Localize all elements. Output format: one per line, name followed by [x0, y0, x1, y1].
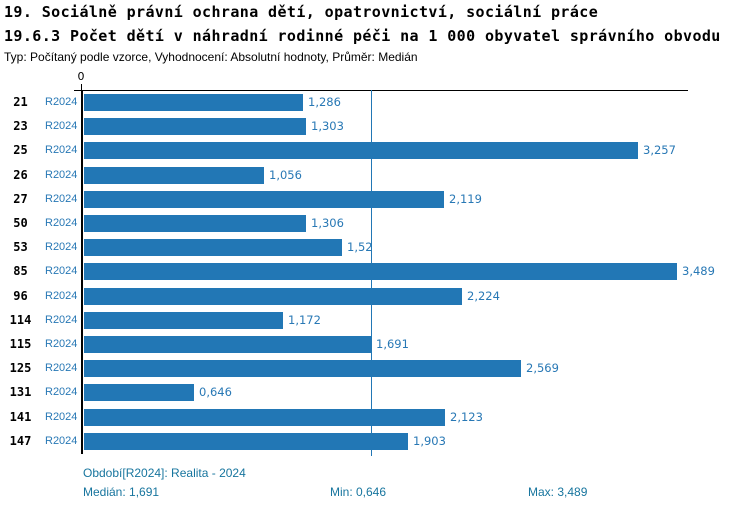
value-bar[interactable] — [84, 215, 306, 232]
period-label: R2024 — [45, 411, 78, 423]
district-number: 141 — [9, 410, 32, 424]
value-label: 1,286 — [308, 95, 341, 109]
value-label: 1,691 — [376, 337, 409, 351]
period-label: R2024 — [45, 120, 78, 132]
period-label: R2024 — [45, 386, 78, 398]
value-label: 2,569 — [526, 361, 559, 375]
value-bar[interactable] — [84, 191, 444, 208]
value-label: 0,646 — [199, 385, 232, 399]
period-label: R2024 — [45, 314, 78, 326]
value-bar[interactable] — [84, 288, 462, 305]
district-number: 50 — [13, 216, 28, 230]
table-row: 27 R2024 2,119 — [0, 187, 750, 211]
value-bar[interactable] — [84, 312, 283, 329]
district-number: 147 — [9, 434, 32, 448]
value-bar[interactable] — [84, 336, 371, 353]
period-label: R2024 — [45, 241, 78, 253]
value-label: 1,303 — [311, 119, 344, 133]
district-number: 96 — [13, 289, 28, 303]
period-label: R2024 — [45, 338, 78, 350]
value-bar[interactable] — [84, 384, 194, 401]
value-bar[interactable] — [84, 118, 306, 135]
footer-min-stat: Min: 0,646 — [330, 485, 387, 499]
footer-period-label: Období[R2024]: Realita - 2024 — [83, 466, 246, 480]
table-row: 147 R2024 1,903 — [0, 429, 750, 453]
indicator-title: 19.6.3 Počet dětí v náhradní rodinné péč… — [4, 27, 721, 45]
period-label: R2024 — [45, 96, 78, 108]
table-row: 21 R2024 1,286 — [0, 90, 750, 114]
value-bar[interactable] — [84, 360, 521, 377]
table-row: 114 R2024 1,172 — [0, 308, 750, 332]
value-label: 1,903 — [413, 434, 446, 448]
period-label: R2024 — [45, 144, 78, 156]
district-number: 131 — [9, 385, 32, 399]
value-label: 1,056 — [269, 168, 302, 182]
district-number: 85 — [13, 264, 28, 278]
table-row: 141 R2024 2,123 — [0, 405, 750, 429]
value-label: 2,123 — [450, 410, 483, 424]
value-bar[interactable] — [84, 239, 342, 256]
value-bar[interactable] — [84, 142, 638, 159]
value-label: 3,257 — [643, 143, 676, 157]
table-row: 25 R2024 3,257 — [0, 138, 750, 162]
value-label: 1,306 — [311, 216, 344, 230]
value-label: 2,119 — [449, 192, 482, 206]
value-label: 2,224 — [467, 289, 500, 303]
value-bar[interactable] — [84, 409, 445, 426]
value-bar[interactable] — [84, 167, 264, 184]
district-number: 21 — [13, 95, 28, 109]
table-row: 131 R2024 0,646 — [0, 380, 750, 404]
y-axis-line — [81, 90, 83, 454]
table-row: 26 R2024 1,056 — [0, 163, 750, 187]
district-number: 25 — [13, 143, 28, 157]
district-number: 23 — [13, 119, 28, 133]
table-row: 115 R2024 1,691 — [0, 332, 750, 356]
district-number: 27 — [13, 192, 28, 206]
value-bar[interactable] — [84, 433, 408, 450]
period-label: R2024 — [45, 217, 78, 229]
footer-max-stat: Max: 3,489 — [528, 485, 588, 499]
table-row: 96 R2024 2,224 — [0, 284, 750, 308]
table-row: 125 R2024 2,569 — [0, 356, 750, 380]
district-number: 125 — [9, 361, 32, 375]
district-number: 114 — [9, 313, 32, 327]
value-bar[interactable] — [84, 94, 303, 111]
value-label: 1,52 — [347, 240, 373, 254]
period-label: R2024 — [45, 193, 78, 205]
district-number: 115 — [9, 337, 32, 351]
axis-top-line — [74, 90, 688, 91]
footer-median-stat: Medián: 1,691 — [83, 485, 160, 499]
district-number: 26 — [13, 168, 28, 182]
chapter-title: 19. Sociálně právní ochrana dětí, opatro… — [4, 3, 599, 21]
chart-subtitle: Typ: Počítaný podle vzorce, Vyhodnocení:… — [4, 50, 418, 64]
value-bar[interactable] — [84, 263, 677, 280]
axis-zero-label: 0 — [77, 70, 85, 83]
period-label: R2024 — [45, 265, 78, 277]
period-label: R2024 — [45, 290, 78, 302]
value-label: 1,172 — [288, 313, 321, 327]
period-label: R2024 — [45, 435, 78, 447]
table-row: 50 R2024 1,306 — [0, 211, 750, 235]
district-number: 53 — [13, 240, 28, 254]
table-row: 85 R2024 3,489 — [0, 259, 750, 283]
axis-zero-tick — [81, 84, 82, 91]
table-row: 53 R2024 1,52 — [0, 235, 750, 259]
value-label: 3,489 — [682, 264, 715, 278]
table-row: 23 R2024 1,303 — [0, 114, 750, 138]
period-label: R2024 — [45, 169, 78, 181]
period-label: R2024 — [45, 362, 78, 374]
